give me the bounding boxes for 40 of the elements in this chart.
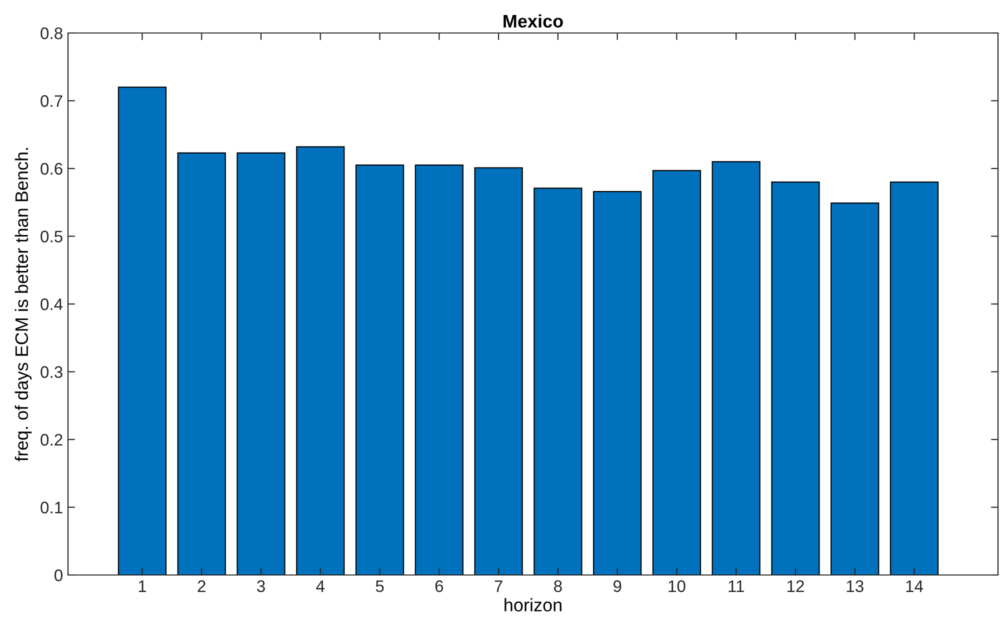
x-tick-label: 6 xyxy=(435,580,444,592)
bar xyxy=(118,86,167,575)
bar xyxy=(652,170,702,575)
bar xyxy=(890,181,939,575)
y-tick-label: 0.4 xyxy=(40,298,63,310)
x-tick-label: 8 xyxy=(554,580,562,592)
y-tick-label: 0.3 xyxy=(40,366,62,378)
bar xyxy=(771,181,820,575)
bar xyxy=(414,164,464,575)
y-tick-label: 0.7 xyxy=(40,95,62,107)
x-tick-label: 7 xyxy=(494,580,502,592)
y-tick-label: 0.6 xyxy=(40,162,62,175)
bar xyxy=(355,164,404,575)
x-tick-label: 12 xyxy=(787,580,804,592)
x-axis-title: horizon xyxy=(504,598,562,612)
y-tick-label: 0.2 xyxy=(40,434,62,446)
x-tick-label: 3 xyxy=(257,580,265,592)
bar xyxy=(830,202,880,575)
x-tick-label: 5 xyxy=(376,580,384,592)
x-tick-label: 1 xyxy=(138,580,146,592)
bar xyxy=(474,167,523,575)
chart-title: Mexico xyxy=(504,14,563,28)
bar xyxy=(236,152,286,575)
y-tick-label: 0.8 xyxy=(40,27,62,40)
bar xyxy=(712,161,760,575)
y-tick-label: 0.1 xyxy=(40,502,62,514)
x-tick-label: 10 xyxy=(668,580,686,592)
y-axis-title: freq. of days ECM is better than Bench. xyxy=(14,148,32,462)
x-tick-label: 13 xyxy=(846,580,864,592)
y-tick-label: 0.5 xyxy=(40,230,62,242)
x-tick-label: 4 xyxy=(316,580,325,592)
x-tick-label: 11 xyxy=(728,580,744,592)
y-tick-label: 0 xyxy=(54,569,62,582)
bar xyxy=(534,188,582,575)
x-tick-label: 9 xyxy=(613,580,622,592)
bar xyxy=(177,152,226,575)
x-tick-label: 14 xyxy=(906,580,924,592)
x-tick-label: 2 xyxy=(198,580,206,592)
bar xyxy=(296,146,345,575)
bar xyxy=(593,190,642,575)
